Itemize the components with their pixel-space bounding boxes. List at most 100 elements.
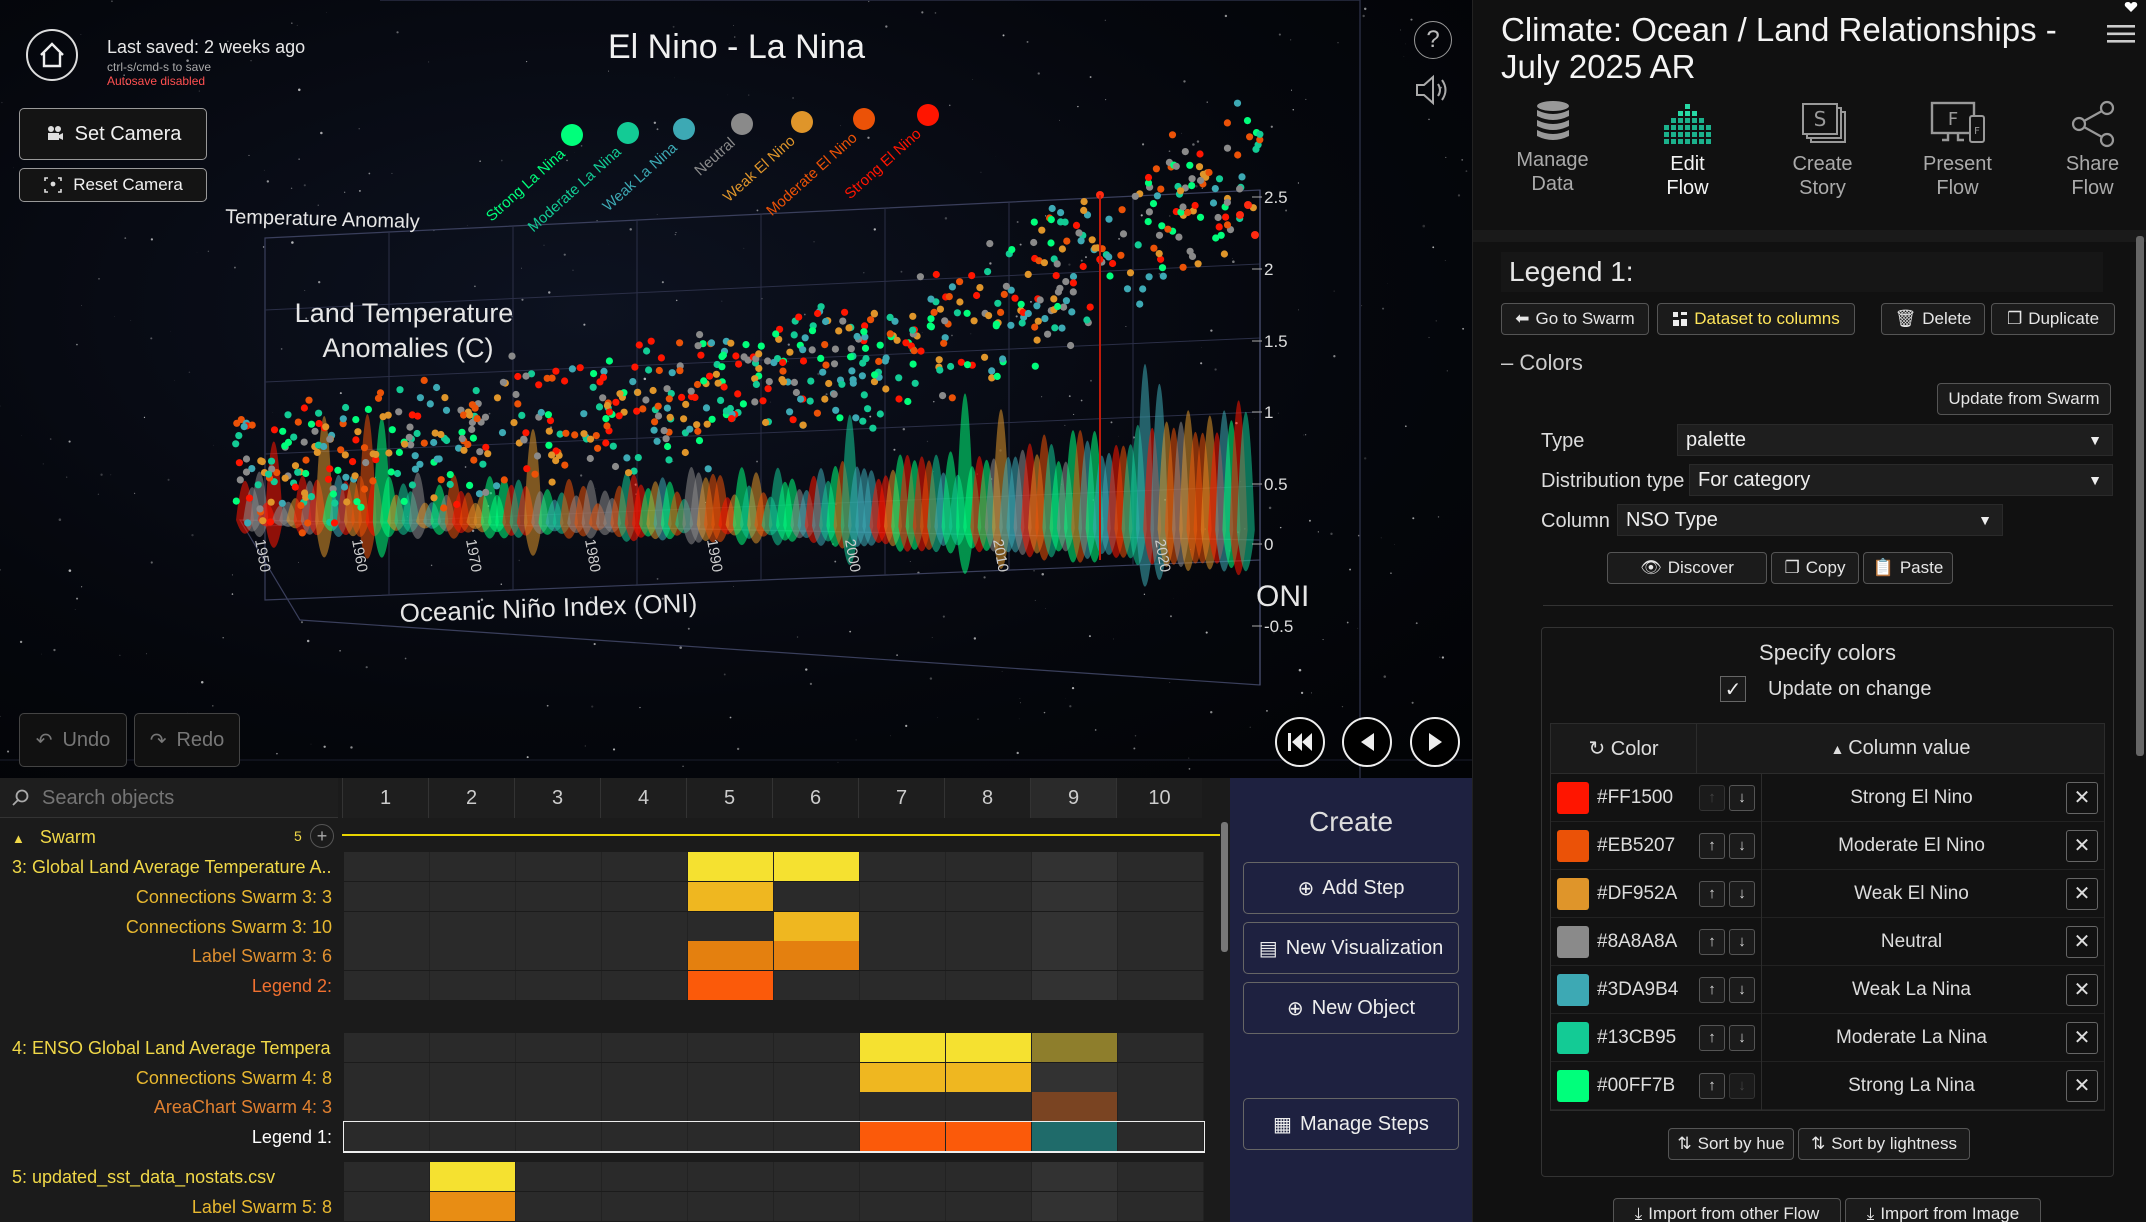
color-swatch[interactable] bbox=[1557, 1021, 1589, 1054]
step-header[interactable]: 6 bbox=[772, 778, 858, 818]
step-cell[interactable] bbox=[1032, 882, 1118, 911]
step-header[interactable]: 3 bbox=[514, 778, 600, 818]
sort-by-color-header[interactable]: ↻ Color bbox=[1551, 723, 1697, 774]
update-on-change-checkbox[interactable]: ✓ bbox=[1720, 676, 1746, 702]
timeline-object-label[interactable]: Connections Swarm 3: 3 bbox=[135, 887, 332, 907]
step-cell[interactable] bbox=[516, 971, 602, 1000]
step-cell[interactable] bbox=[602, 1092, 688, 1121]
import-image-button[interactable]: ⤓ Import from Image bbox=[1845, 1198, 2041, 1222]
step-cell[interactable] bbox=[1032, 1033, 1118, 1062]
step-cell[interactable] bbox=[344, 1092, 430, 1121]
timeline-object-label[interactable]: 4: ENSO Global Land Average Tempera... bbox=[12, 1038, 332, 1058]
move-up-button[interactable]: ↑ bbox=[1699, 976, 1725, 1003]
step-cell[interactable] bbox=[688, 1033, 774, 1062]
step-cell[interactable] bbox=[946, 882, 1032, 911]
step-cell[interactable] bbox=[602, 1162, 688, 1191]
step-cell[interactable] bbox=[688, 852, 774, 881]
delete-button[interactable]: 🗑 Delete bbox=[1881, 303, 1985, 335]
step-cell[interactable] bbox=[688, 971, 774, 1000]
color-swatch[interactable] bbox=[1557, 829, 1589, 862]
step-cell[interactable] bbox=[860, 852, 946, 881]
step-cell[interactable] bbox=[946, 1192, 1032, 1221]
step-cell[interactable] bbox=[860, 1162, 946, 1191]
step-header[interactable]: 10 bbox=[1116, 778, 1202, 818]
color-hex[interactable]: #EB5207 bbox=[1597, 834, 1676, 856]
step-cell[interactable] bbox=[860, 1192, 946, 1221]
reset-camera-button[interactable]: Reset Camera bbox=[19, 168, 207, 202]
color-hex[interactable]: #13CB95 bbox=[1597, 1026, 1677, 1048]
color-hex[interactable]: #8A8A8A bbox=[1597, 930, 1678, 952]
timeline-object-label[interactable]: Connections Swarm 3: 10 bbox=[125, 917, 332, 937]
step-cell[interactable] bbox=[516, 912, 602, 941]
step-cell[interactable] bbox=[860, 1122, 946, 1151]
step-cell[interactable] bbox=[602, 1063, 688, 1092]
step-cell[interactable] bbox=[430, 941, 516, 970]
step-cell[interactable] bbox=[774, 1033, 860, 1062]
step-header[interactable]: 7 bbox=[858, 778, 944, 818]
first-step-button[interactable] bbox=[1275, 717, 1325, 767]
remove-color-button[interactable]: ✕ bbox=[2066, 781, 2098, 814]
step-cell[interactable] bbox=[344, 1063, 430, 1092]
move-up-button[interactable]: ↑ bbox=[1699, 784, 1725, 811]
timeline-object-label[interactable]: Label Swarm 5: 8 bbox=[191, 1197, 332, 1217]
step-cell[interactable] bbox=[430, 852, 516, 881]
step-cell[interactable] bbox=[1032, 912, 1118, 941]
step-cell[interactable] bbox=[688, 1122, 774, 1151]
step-cell[interactable] bbox=[344, 1033, 430, 1062]
step-cell[interactable] bbox=[688, 1063, 774, 1092]
step-cell[interactable] bbox=[1118, 852, 1204, 881]
step-cell[interactable] bbox=[602, 1192, 688, 1221]
update-from-swarm-button[interactable]: Update from Swarm bbox=[1937, 383, 2111, 415]
timeline-object-label[interactable]: 5: updated_sst_data_nostats.csv bbox=[12, 1167, 276, 1187]
sound-button[interactable] bbox=[1414, 74, 1452, 111]
step-cell[interactable] bbox=[516, 1192, 602, 1221]
add-swarm-button[interactable]: + bbox=[310, 824, 334, 848]
distribution-type-select[interactable]: For category ▼ bbox=[1689, 464, 2113, 496]
step-cell[interactable] bbox=[344, 912, 430, 941]
step-cell[interactable] bbox=[774, 1162, 860, 1191]
step-cell[interactable] bbox=[774, 1063, 860, 1092]
step-cell[interactable] bbox=[1032, 1092, 1118, 1121]
color-hex[interactable]: #DF952A bbox=[1597, 882, 1678, 904]
step-cell[interactable] bbox=[1118, 1162, 1204, 1191]
help-button[interactable]: ? bbox=[1414, 21, 1452, 59]
move-down-button[interactable]: ↓ bbox=[1729, 1072, 1755, 1099]
step-cell[interactable] bbox=[688, 882, 774, 911]
step-cell[interactable] bbox=[1118, 882, 1204, 911]
step-header[interactable]: 8 bbox=[944, 778, 1030, 818]
color-swatch[interactable] bbox=[1557, 1069, 1589, 1102]
step-cell[interactable] bbox=[946, 912, 1032, 941]
step-cell[interactable] bbox=[344, 941, 430, 970]
step-cell[interactable] bbox=[602, 1122, 688, 1151]
timeline-object-label[interactable]: AreaChart Swarm 4: 3 bbox=[153, 1097, 332, 1117]
step-cell[interactable] bbox=[1118, 1092, 1204, 1121]
remove-color-button[interactable]: ✕ bbox=[2066, 1069, 2098, 1102]
step-cell[interactable] bbox=[430, 1092, 516, 1121]
home-button[interactable] bbox=[26, 29, 78, 81]
step-cell[interactable] bbox=[774, 971, 860, 1000]
move-up-button[interactable]: ↑ bbox=[1699, 880, 1725, 907]
add-step-button[interactable]: ⊕ Add Step bbox=[1243, 862, 1459, 914]
step-cell[interactable] bbox=[1032, 1162, 1118, 1191]
step-cell[interactable] bbox=[430, 971, 516, 1000]
manage-steps-button[interactable]: ▦ Manage Steps bbox=[1243, 1098, 1459, 1150]
step-cell[interactable] bbox=[946, 1033, 1032, 1062]
step-cell[interactable] bbox=[946, 1162, 1032, 1191]
step-cell[interactable] bbox=[860, 1092, 946, 1121]
step-cell[interactable] bbox=[946, 1063, 1032, 1092]
step-cell[interactable] bbox=[774, 1122, 860, 1151]
step-cell[interactable] bbox=[602, 1033, 688, 1062]
type-select[interactable]: palette ▼ bbox=[1677, 424, 2113, 456]
timeline-object-label[interactable]: Legend 2: bbox=[251, 976, 332, 996]
color-hex[interactable]: #00FF7B bbox=[1597, 1074, 1676, 1096]
step-cell[interactable] bbox=[602, 852, 688, 881]
step-cell[interactable] bbox=[344, 852, 430, 881]
step-cell[interactable] bbox=[946, 1092, 1032, 1121]
next-step-button[interactable] bbox=[1410, 717, 1460, 767]
step-cell[interactable] bbox=[688, 1192, 774, 1221]
step-cell[interactable] bbox=[602, 971, 688, 1000]
step-cell[interactable] bbox=[946, 941, 1032, 970]
duplicate-button[interactable]: ❐ Duplicate bbox=[1991, 303, 2115, 335]
sort-by-hue-button[interactable]: ⇅ Sort by hue bbox=[1668, 1128, 1794, 1160]
import-other-flow-button[interactable]: ⤓ Import from other Flow bbox=[1613, 1198, 1841, 1222]
